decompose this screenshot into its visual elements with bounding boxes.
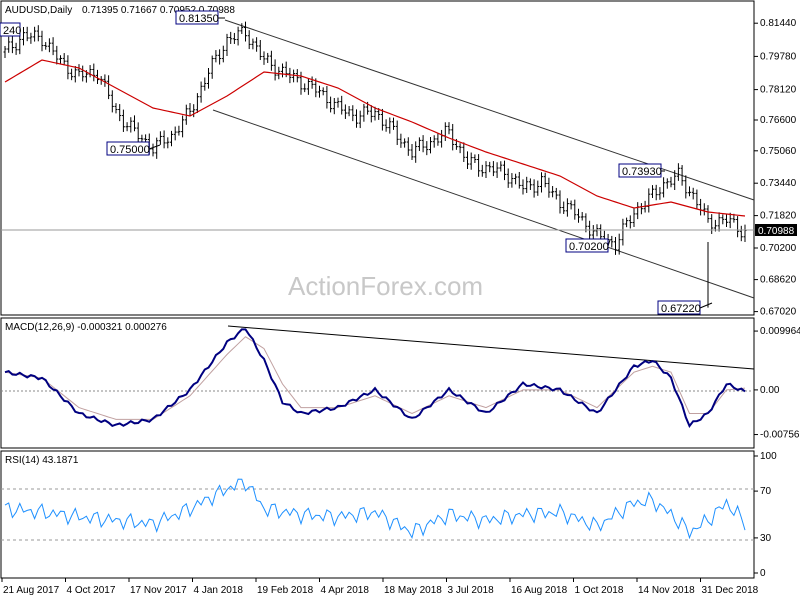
price-ytick-label: 0.78120 [760, 85, 797, 96]
price-ytick-label: 0.68620 [760, 275, 797, 286]
x-tick-label: 17 Nov 2017 [130, 585, 187, 596]
current-price-label: 0.70988 [758, 226, 795, 237]
macd-trend-line [227, 325, 755, 370]
x-tick-label: 4 Apr 2018 [321, 585, 370, 596]
price-ytick-label: 0.70200 [760, 243, 797, 254]
macd-header: MACD(12,26,9) -0.000321 0.000276 [5, 322, 167, 333]
rsi-ytick-label: 0 [760, 568, 766, 579]
annotation-label: 0.73930 [622, 166, 662, 178]
annotation-box [565, 238, 609, 253]
x-tick-label: 4 Jan 2018 [194, 585, 244, 596]
channel-upper-line [224, 19, 755, 201]
price-ytick-label: 0.71820 [760, 211, 797, 222]
annotation-box [175, 10, 219, 25]
rsi-line [4, 478, 746, 540]
macd-line [4, 328, 746, 428]
annotation-label: 240 [3, 25, 21, 37]
annotation-leader [699, 302, 713, 309]
price-header-symbol: AUDUSD,Daily [5, 5, 72, 16]
price-ytick-label: 0.81440 [760, 18, 797, 29]
x-tick-label: 3 Jul 2018 [448, 585, 495, 596]
annotation-label: 0.70200 [569, 241, 609, 253]
annotation-label: 0.67220 [661, 303, 701, 315]
annotation-box [657, 300, 701, 315]
moving-average-line [4, 59, 746, 217]
price-ytick-label: 0.75060 [760, 146, 797, 157]
x-tick-label: 1 Oct 2018 [575, 585, 624, 596]
channel-lower-line [212, 109, 755, 299]
macd-signal-line [4, 336, 746, 420]
watermark: ActionForex.com [288, 271, 483, 301]
price-header-values: 0.71395 0.71667 0.70952 0.70988 [82, 5, 235, 16]
x-tick-label: 19 Feb 2018 [257, 585, 314, 596]
rsi-ytick-label: 30 [760, 533, 772, 544]
x-tick-label: 16 Aug 2018 [511, 585, 568, 596]
rsi-ytick-label: 70 [760, 486, 772, 497]
x-tick-label: 31 Dec 2018 [702, 585, 759, 596]
price-ytick-label: 0.79780 [760, 51, 797, 62]
annotation-label: 0.81350 [179, 13, 219, 25]
macd-ytick-label: 0.00 [760, 385, 780, 396]
rsi-header: RSI(14) 43.1871 [5, 455, 79, 466]
annotation-label: 0.75000 [110, 144, 150, 156]
price-panel [0, 0, 755, 316]
rsi-ytick-label: 100 [760, 451, 777, 462]
x-tick-label: 18 May 2018 [384, 585, 442, 596]
price-ytick-label: 0.73440 [760, 178, 797, 189]
macd-panel [0, 317, 755, 449]
price-ytick-label: 0.67020 [760, 307, 797, 318]
x-tick-label: 21 Aug 2017 [3, 585, 60, 596]
macd-ytick-label: -0.00756 [760, 430, 800, 441]
annotation-leader [148, 144, 161, 150]
x-tick-label: 14 Nov 2018 [638, 585, 695, 596]
macd-ytick-label: 0.009964 [760, 326, 800, 337]
x-tick-label: 4 Oct 2017 [67, 585, 116, 596]
annotation-box [0, 22, 21, 37]
price-ytick-label: 0.76600 [760, 115, 797, 126]
annotation-box [106, 141, 150, 156]
current-price-box [755, 224, 797, 236]
annotation-box [618, 163, 662, 178]
